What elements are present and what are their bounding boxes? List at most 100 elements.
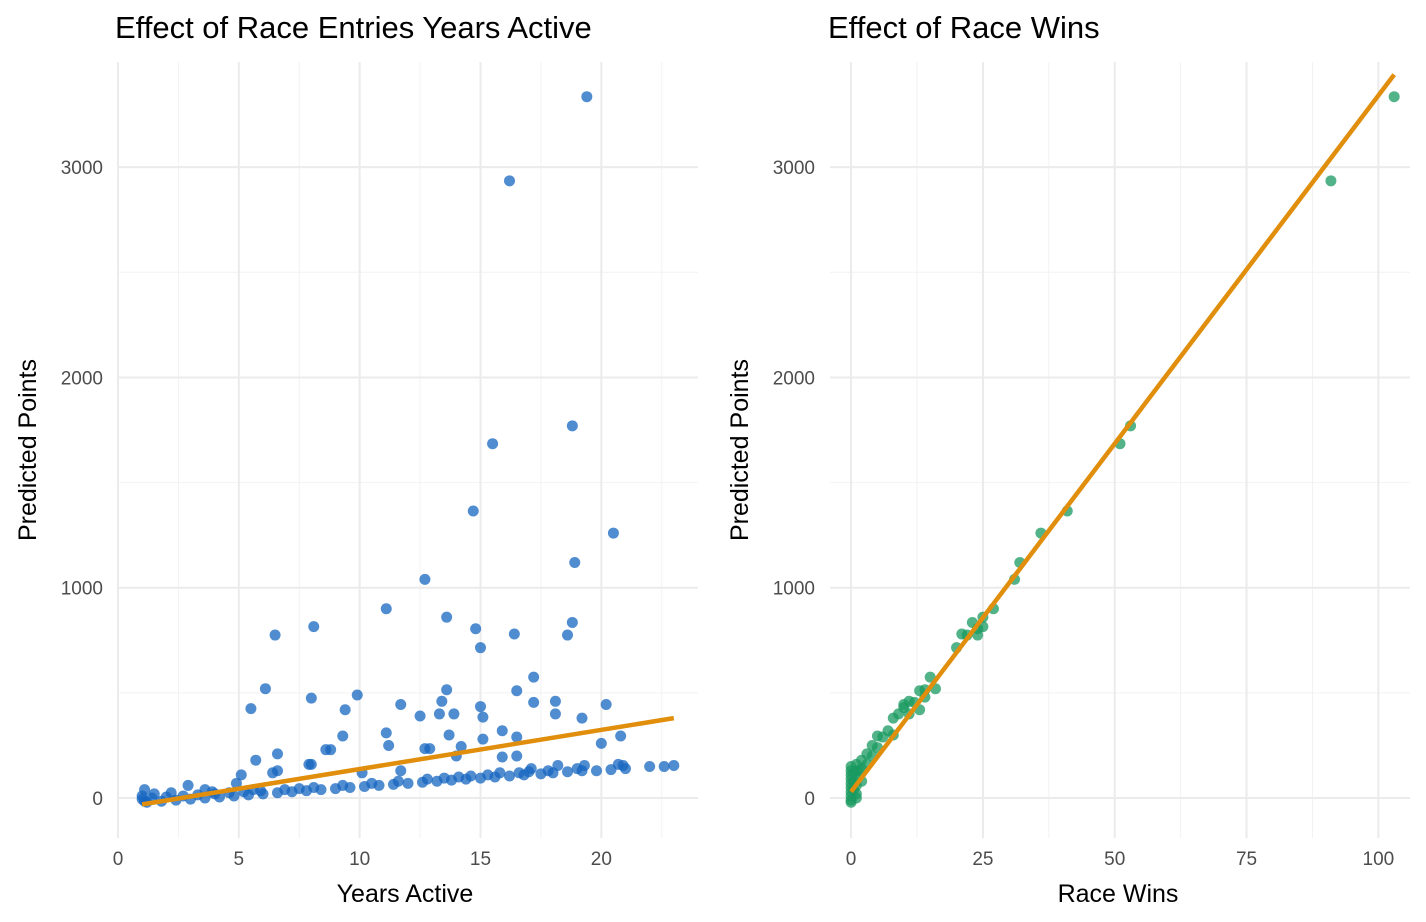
data-point (351, 689, 363, 701)
data-point (320, 744, 332, 756)
data-point (845, 796, 857, 808)
data-point (455, 741, 467, 753)
x-tick-label: 75 (1236, 849, 1257, 870)
data-point (380, 727, 392, 739)
data-point (581, 91, 593, 103)
data-point (853, 765, 865, 777)
data-point (511, 750, 523, 762)
points (136, 91, 680, 808)
y-tick-label: 1000 (61, 579, 103, 600)
data-point (877, 731, 889, 743)
data-point (487, 438, 499, 450)
data-point (477, 711, 489, 723)
data-point (571, 763, 583, 775)
data-point (148, 788, 160, 800)
data-point (245, 703, 257, 715)
data-point (523, 766, 535, 778)
data-point (475, 701, 486, 713)
y-axis-title: Predicted Points (726, 359, 754, 541)
x-tick-label: 100 (1363, 849, 1395, 870)
data-point (293, 783, 305, 795)
data-point (508, 628, 520, 640)
data-point (308, 782, 320, 794)
data-point (465, 770, 477, 782)
data-point (165, 787, 177, 799)
data-point (436, 695, 448, 707)
data-point (337, 779, 349, 791)
data-point (419, 573, 431, 585)
data-point (272, 748, 283, 760)
data-point (668, 759, 680, 771)
data-point (392, 775, 404, 787)
y-tick-label: 2000 (773, 368, 815, 389)
data-point (477, 733, 489, 745)
data-point (235, 769, 247, 781)
x-axis-title: Years Active (337, 880, 474, 908)
data-point (380, 603, 392, 615)
data-point (433, 708, 445, 720)
data-point (441, 611, 453, 623)
data-point (549, 695, 561, 707)
data-point (494, 767, 506, 779)
data-point (337, 730, 349, 742)
data-point (595, 737, 607, 749)
data-point (279, 784, 291, 796)
data-point (470, 623, 482, 635)
y-tick-label: 1000 (773, 579, 815, 600)
data-point (269, 629, 281, 641)
data-point (528, 696, 540, 708)
panel-1: 0 5 10 15 20 0 1000 2000 3000 Effect of Race Entr… (14, 10, 698, 908)
points (845, 91, 1400, 808)
x-tick-label: 20 (591, 849, 612, 870)
data-point (383, 739, 395, 751)
fit-line (849, 73, 1396, 794)
data-point (259, 683, 271, 695)
data-point (562, 766, 573, 778)
data-point (402, 777, 414, 789)
data-point (424, 743, 436, 755)
data-point (448, 708, 460, 720)
y-tick-label: 0 (92, 789, 103, 810)
data-point (576, 712, 588, 724)
data-point (305, 692, 317, 704)
data-point (504, 175, 515, 187)
data-point (887, 712, 899, 724)
y-tick-label: 3000 (773, 158, 815, 179)
x-tick-label: 10 (349, 849, 370, 870)
data-point (504, 770, 515, 782)
data-point (562, 629, 573, 641)
data-point (566, 616, 578, 628)
chart-title: Effect of Race Entries Years Active (115, 10, 592, 45)
data-point (467, 505, 479, 517)
x-tick-label: 25 (972, 849, 993, 870)
data-point (542, 765, 554, 777)
data-point (414, 710, 426, 722)
data-point (591, 765, 602, 777)
data-point (182, 779, 194, 791)
data-point (605, 764, 617, 776)
data-point (607, 527, 619, 539)
x-tick-label: 0 (846, 849, 857, 870)
y-axis-title: Predicted Points (14, 359, 42, 541)
data-point (644, 760, 656, 772)
data-point (453, 771, 465, 783)
x-tick-label: 0 (113, 849, 124, 870)
data-point (339, 704, 351, 716)
data-point (421, 773, 433, 785)
data-point (443, 729, 455, 741)
fit-line (141, 715, 675, 807)
x-axis-title: Race Wins (1058, 880, 1179, 908)
data-point (308, 621, 320, 633)
data-point (395, 765, 407, 777)
data-point (267, 767, 279, 779)
data-point (658, 760, 670, 772)
data-point (549, 708, 561, 720)
data-point (230, 777, 242, 789)
data-point (366, 777, 378, 789)
data-point (441, 684, 453, 696)
data-point (475, 642, 486, 654)
chart-title: Effect of Race Wins (828, 10, 1100, 45)
x-tick-label: 50 (1104, 849, 1125, 870)
data-point (566, 420, 578, 432)
